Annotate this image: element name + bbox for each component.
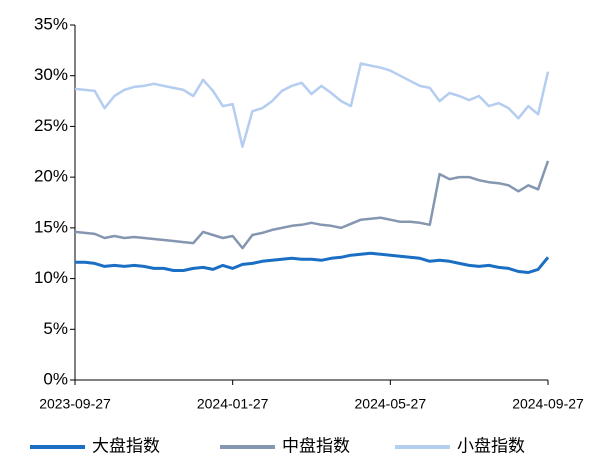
- y-tick-label: 20%: [34, 167, 68, 186]
- y-tick-label: 25%: [34, 116, 68, 135]
- series-line: [74, 160, 550, 250]
- y-tick-label: 30%: [34, 65, 68, 84]
- y-tick-label: 15%: [34, 217, 68, 236]
- x-tick-label: 2023-09-27: [39, 396, 111, 412]
- x-tick-label: 2024-05-27: [355, 396, 427, 412]
- y-tick-label: 0%: [43, 369, 68, 388]
- y-tick-label: 5%: [43, 319, 68, 338]
- legend-label: 中盘指数: [282, 436, 350, 455]
- legend-label: 小盘指数: [457, 436, 525, 455]
- legend-label: 大盘指数: [92, 436, 160, 455]
- series-line: [74, 62, 550, 148]
- y-tick-label: 35%: [34, 14, 68, 33]
- x-tick-label: 2024-01-27: [197, 396, 269, 412]
- series-line: [75, 251, 550, 274]
- y-tick-label: 10%: [34, 268, 68, 287]
- x-tick-label: 2024-09-27: [512, 396, 584, 412]
